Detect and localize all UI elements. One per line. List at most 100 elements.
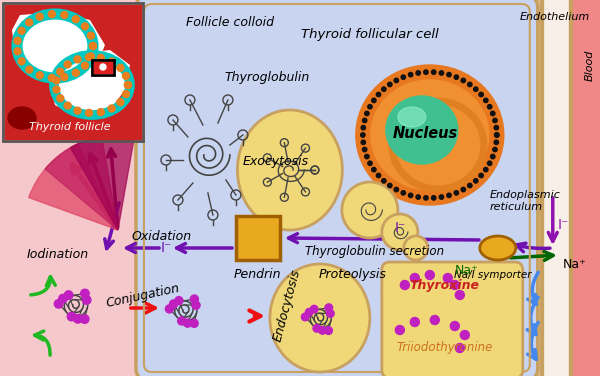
Circle shape	[473, 179, 478, 183]
Text: Pendrin: Pendrin	[234, 268, 281, 281]
Circle shape	[61, 12, 68, 18]
Circle shape	[493, 118, 497, 123]
Circle shape	[416, 71, 421, 75]
Circle shape	[117, 99, 124, 106]
Bar	[236, 216, 280, 260]
Text: Thyroid follicular cell: Thyroid follicular cell	[301, 28, 439, 41]
Text: I⁻: I⁻	[161, 241, 172, 255]
Circle shape	[376, 173, 381, 178]
Circle shape	[100, 64, 106, 70]
Circle shape	[484, 167, 488, 172]
FancyBboxPatch shape	[136, 0, 538, 376]
Circle shape	[416, 195, 421, 199]
Circle shape	[117, 64, 124, 71]
Circle shape	[72, 16, 79, 23]
Circle shape	[409, 193, 413, 197]
Circle shape	[190, 319, 198, 327]
Circle shape	[85, 109, 92, 117]
Circle shape	[493, 147, 497, 152]
Circle shape	[49, 11, 55, 18]
Circle shape	[175, 297, 183, 305]
Circle shape	[124, 82, 131, 88]
Circle shape	[382, 87, 386, 91]
Circle shape	[26, 19, 33, 26]
Circle shape	[401, 191, 406, 195]
Circle shape	[404, 236, 428, 260]
Circle shape	[82, 23, 88, 30]
Wedge shape	[70, 135, 134, 230]
Circle shape	[454, 191, 458, 195]
Circle shape	[494, 133, 499, 137]
Bar	[3, 3, 143, 141]
Circle shape	[361, 133, 365, 137]
Circle shape	[365, 154, 369, 159]
Circle shape	[88, 53, 94, 60]
Circle shape	[382, 179, 386, 183]
Circle shape	[342, 182, 398, 238]
Circle shape	[401, 75, 406, 79]
Circle shape	[455, 291, 464, 300]
Circle shape	[18, 58, 25, 65]
Circle shape	[53, 77, 60, 84]
Circle shape	[74, 56, 81, 63]
Circle shape	[371, 98, 376, 103]
Wedge shape	[45, 136, 118, 230]
Circle shape	[425, 270, 434, 279]
Circle shape	[89, 42, 97, 50]
Circle shape	[388, 82, 392, 86]
Bar	[572, 0, 600, 376]
Circle shape	[410, 317, 419, 326]
Circle shape	[325, 304, 332, 312]
Circle shape	[394, 187, 398, 192]
Circle shape	[64, 102, 71, 109]
Bar	[92, 60, 114, 75]
Circle shape	[190, 295, 199, 303]
Bar	[5, 5, 141, 139]
Circle shape	[494, 140, 499, 144]
Circle shape	[424, 70, 428, 74]
Circle shape	[192, 301, 200, 309]
Circle shape	[491, 111, 495, 116]
Bar	[530, 0, 600, 376]
Circle shape	[36, 13, 43, 20]
Circle shape	[82, 62, 88, 69]
Text: Blood: Blood	[585, 50, 595, 81]
Circle shape	[443, 273, 452, 282]
Circle shape	[72, 69, 79, 76]
Circle shape	[326, 310, 334, 317]
Circle shape	[473, 87, 478, 91]
Circle shape	[61, 74, 68, 80]
Circle shape	[64, 61, 71, 68]
Text: Na⁺: Na⁺	[455, 264, 479, 276]
Circle shape	[431, 70, 436, 74]
Circle shape	[82, 296, 91, 304]
Circle shape	[67, 312, 76, 321]
Circle shape	[57, 95, 64, 102]
Circle shape	[454, 75, 458, 79]
Text: I⁻: I⁻	[394, 221, 406, 235]
Circle shape	[85, 54, 92, 61]
Text: Proteolysis: Proteolysis	[319, 268, 387, 281]
Circle shape	[479, 173, 484, 178]
Circle shape	[400, 280, 409, 290]
Text: Thyroid follicle: Thyroid follicle	[29, 122, 111, 132]
Text: Endoplasmic
reticulum: Endoplasmic reticulum	[490, 190, 560, 212]
Bar	[94, 62, 112, 73]
Circle shape	[178, 317, 186, 325]
Circle shape	[494, 133, 499, 137]
Bar	[3, 3, 143, 141]
Circle shape	[361, 140, 365, 144]
Circle shape	[424, 196, 428, 200]
Text: Iodination: Iodination	[27, 249, 89, 261]
Circle shape	[451, 321, 460, 331]
Ellipse shape	[270, 264, 370, 372]
Circle shape	[80, 289, 89, 298]
Circle shape	[122, 73, 130, 79]
Circle shape	[80, 315, 89, 323]
Circle shape	[108, 105, 115, 112]
Circle shape	[53, 86, 60, 93]
Ellipse shape	[480, 236, 516, 260]
Circle shape	[97, 109, 104, 116]
Circle shape	[313, 324, 320, 332]
Circle shape	[59, 294, 67, 303]
